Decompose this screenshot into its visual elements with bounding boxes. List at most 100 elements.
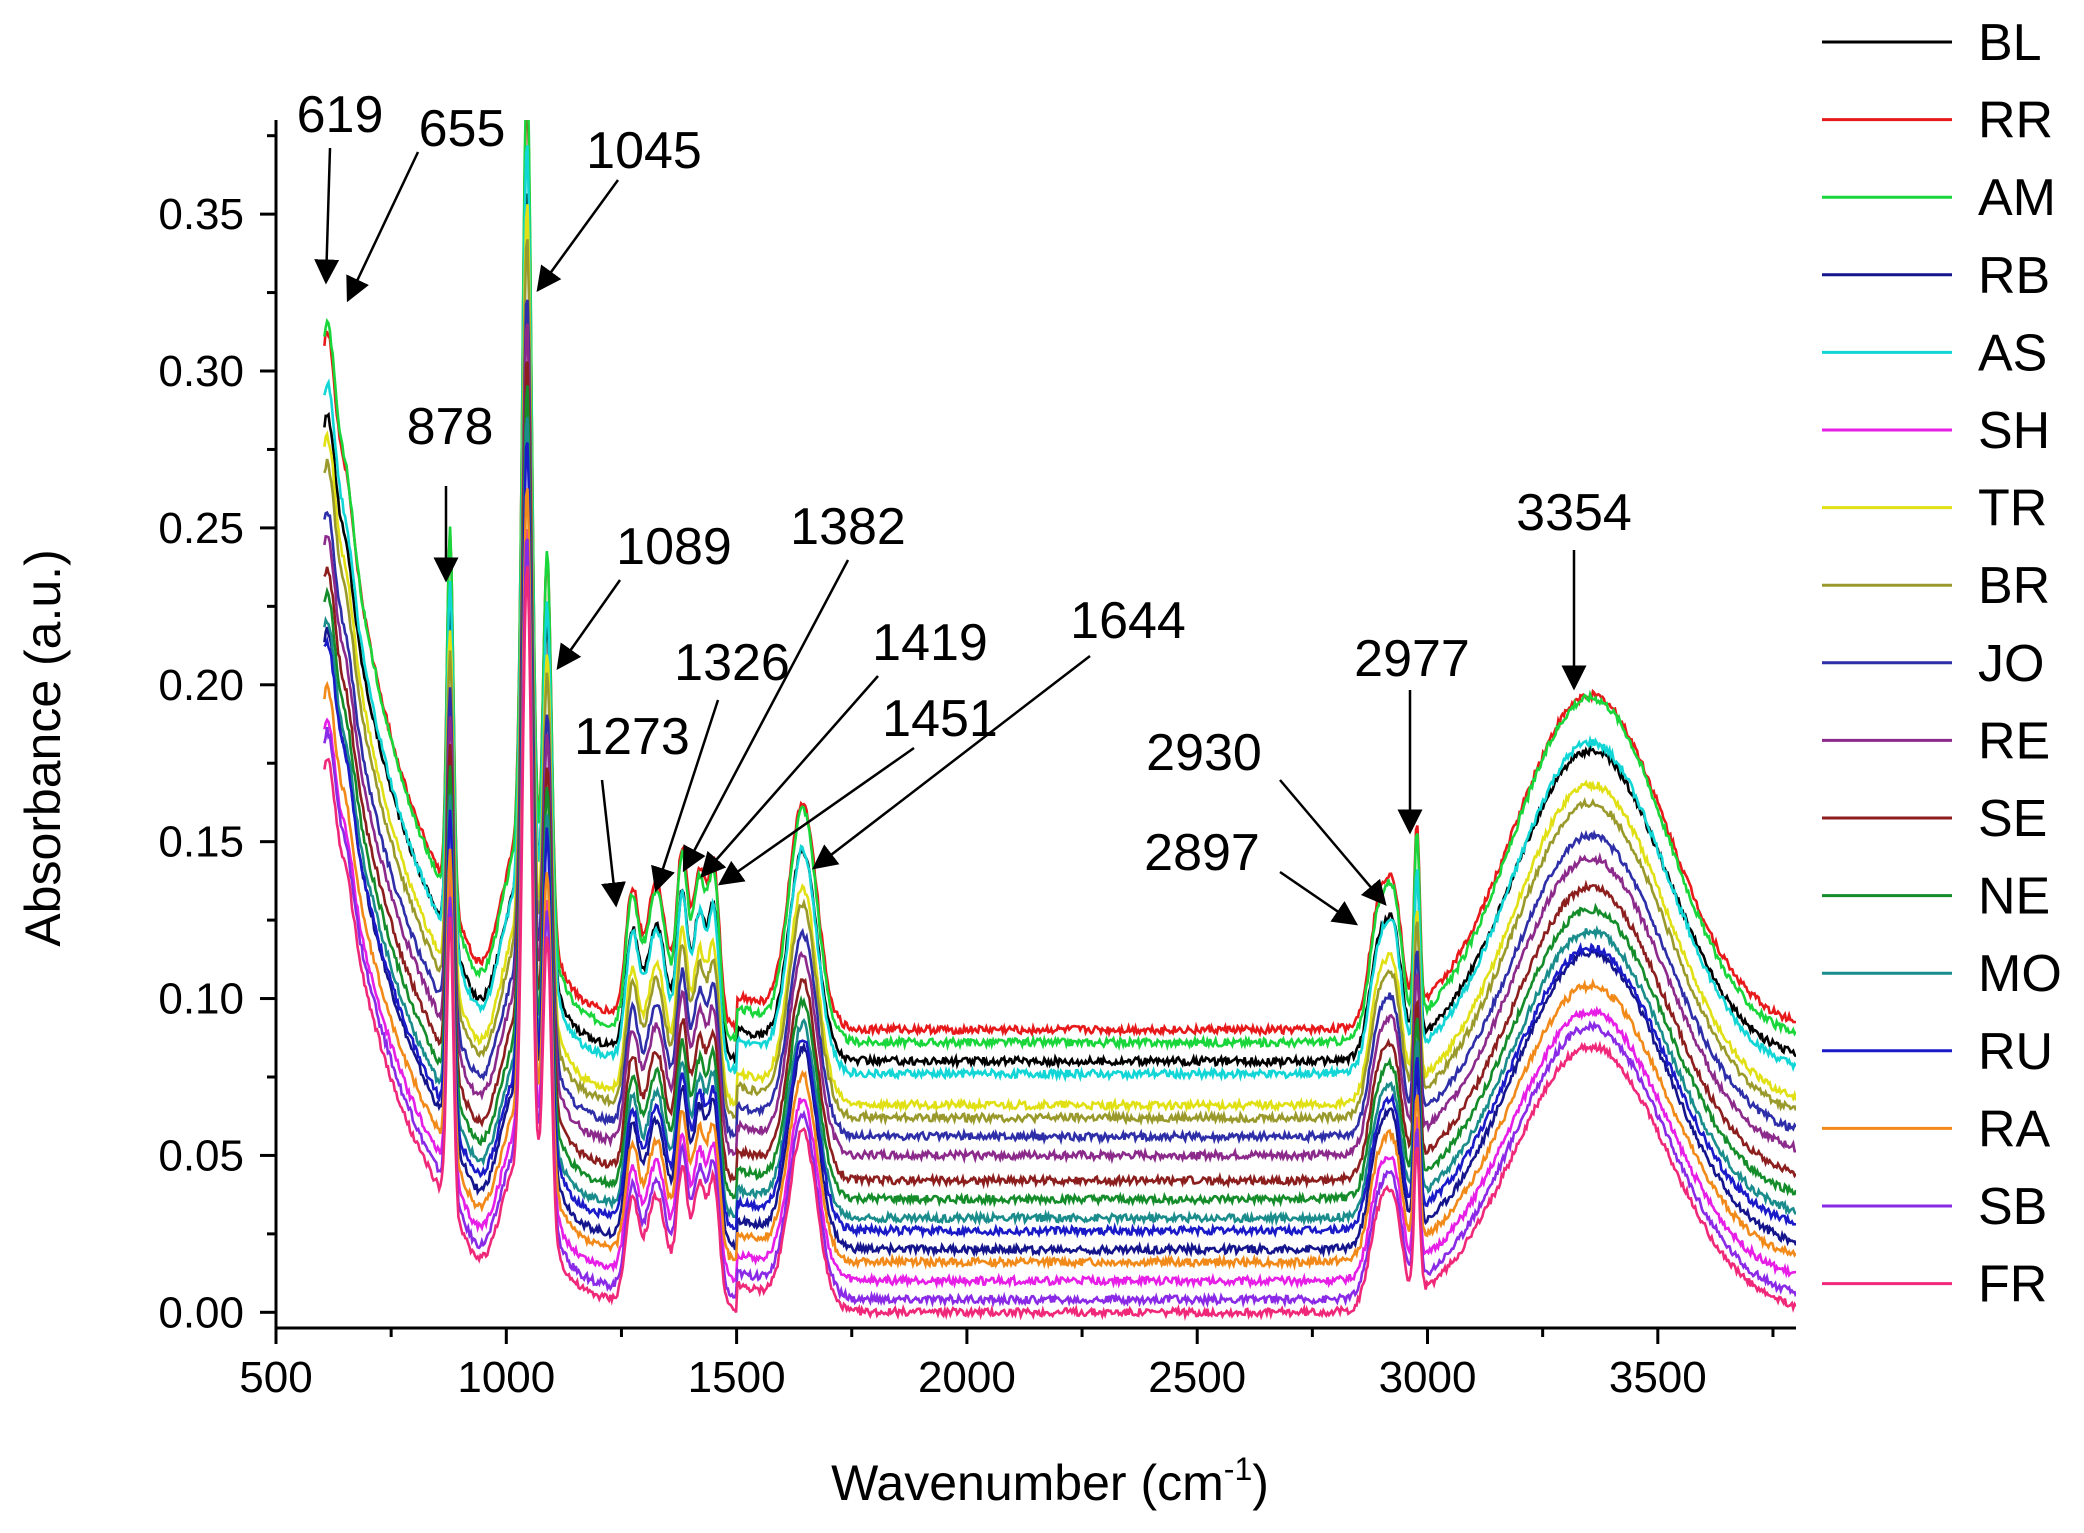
peak-arrow-655 [346,151,420,303]
series-line-rb [323,421,1796,1258]
legend-item-se: SE [1822,790,2047,848]
peak-label-1419: 1419 [872,614,988,672]
peak-label-2930: 2930 [1146,724,1262,782]
peak-label-1045: 1045 [586,122,702,180]
peak-label-619: 619 [297,86,384,144]
x-tick-label: 1500 [688,1353,786,1402]
legend-label: RR [1978,92,2053,150]
peak-label-655: 655 [419,100,506,158]
legend-item-sh: SH [1822,402,2050,460]
legend-item-tr: TR [1822,480,2047,538]
peak-arrow-2930 [1279,779,1387,906]
legend-item-rb: RB [1822,247,2050,305]
peak-arrow-1419 [700,675,879,878]
peak-arrow-1644 [812,655,1091,870]
x-axis-title: Wavenumber (cm-1) [831,1451,1269,1511]
legend-label: SH [1978,402,2050,460]
peak-label-3354: 3354 [1516,484,1632,542]
legend-label: SB [1978,1178,2047,1236]
peak-arrow-1045 [536,179,620,293]
legend-item-rr: RR [1822,92,2053,150]
y-tick-label: 0.15 [158,818,244,867]
series-layer [323,120,1796,1322]
peak-label-1326: 1326 [674,634,790,692]
legend-item-mo: MO [1822,945,2062,1003]
y-tick-label: 0.30 [158,347,244,396]
legend-label: AS [1978,324,2047,382]
series-line-re [323,323,1796,1165]
peak-label-878: 878 [407,398,494,456]
legend-item-am: AM [1822,169,2056,227]
peak-label-1089: 1089 [616,518,732,576]
legend-item-jo: JO [1822,635,2044,693]
series-line-am [323,120,1796,1052]
legend-label: FR [1978,1256,2047,1314]
x-axis-title-main: Wavenumber (cm [831,1455,1224,1511]
y-tick-label: 0.10 [158,975,244,1024]
tick-labels: 500 1000 1500 2000 2500 3000 3500 0.00 0.05 0.10 0… [158,190,1706,1402]
legend-label: TR [1978,480,2047,538]
legend-label: RE [1978,712,2050,770]
series-line-br [323,239,1796,1127]
legend-item-ne: NE [1822,868,2050,926]
series-line-rr [323,120,1796,1038]
x-tick-label: 1000 [457,1353,555,1402]
legend-item-as: AS [1822,324,2047,382]
peak-arrow-2897 [1279,870,1359,926]
legend-label: JO [1978,635,2044,693]
y-tick-label: 0.35 [158,190,244,239]
legend-item-br: BR [1822,557,2050,615]
legend-label: RA [1978,1100,2051,1158]
axes [260,120,1796,1344]
legend-label: MO [1978,945,2062,1003]
legend-item-ra: RA [1822,1100,2051,1158]
peak-annotations: 619 655 878 1045 1089 1273 1326 1382 1419 1451 164… [297,86,1632,926]
legend-label: BR [1978,557,2050,615]
x-tick-label: 3500 [1609,1353,1707,1402]
legend-item-ru: RU [1822,1023,2053,1081]
legend-label: SE [1978,790,2047,848]
legend-label: NE [1978,868,2050,926]
peak-label-1273: 1273 [574,708,690,766]
series-line-sh [323,529,1796,1290]
series-line-se [323,361,1796,1190]
series-line-ra [323,488,1796,1271]
y-tick-label: 0.05 [158,1131,244,1180]
series-line-sb [323,538,1796,1309]
x-tick-label: 2000 [918,1353,1016,1402]
legend-item-sb: SB [1822,1178,2047,1236]
series-line-jo [323,299,1796,1146]
series-line-mo [323,416,1796,1227]
legend-item-bl: BL [1822,14,2042,72]
x-tick-label: 500 [239,1353,312,1402]
peak-arrow-1273 [600,779,626,908]
legend-item-fr: FR [1822,1256,2047,1314]
peak-arrow-1382 [682,559,850,873]
x-tick-label: 2500 [1148,1353,1246,1402]
series-line-tr [323,204,1796,1114]
legend-label: RB [1978,247,2050,305]
peak-arrow-1089 [556,579,622,671]
peak-label-1644: 1644 [1070,592,1186,650]
y-tick-label: 0.20 [158,661,244,710]
legend-label: BL [1978,14,2042,72]
series-line-bl [323,193,1796,1070]
x-axis-title-sup: -1 [1224,1451,1252,1487]
y-tick-label: 0.25 [158,504,244,553]
x-tick-label: 3000 [1379,1353,1477,1402]
series-line-fr [323,565,1796,1322]
peak-label-1451: 1451 [882,690,998,748]
series-line-ru [323,442,1796,1239]
series-line-as [323,145,1796,1083]
y-tick-label: 0.00 [158,1288,244,1337]
peak-label-2977: 2977 [1354,630,1470,688]
legend-label: RU [1978,1023,2053,1081]
peak-arrow-619 [314,147,340,285]
peak-arrow-1451 [717,746,915,886]
y-axis-title: Absorbance (a.u.) [15,549,71,946]
series-line-ne [323,385,1796,1208]
peak-label-1382: 1382 [790,498,906,556]
legend: BL RR AM RB AS SH TR BR JO RE SE NE MO RU RA SB FR [1822,14,2062,1314]
peak-label-2897: 2897 [1144,824,1260,882]
